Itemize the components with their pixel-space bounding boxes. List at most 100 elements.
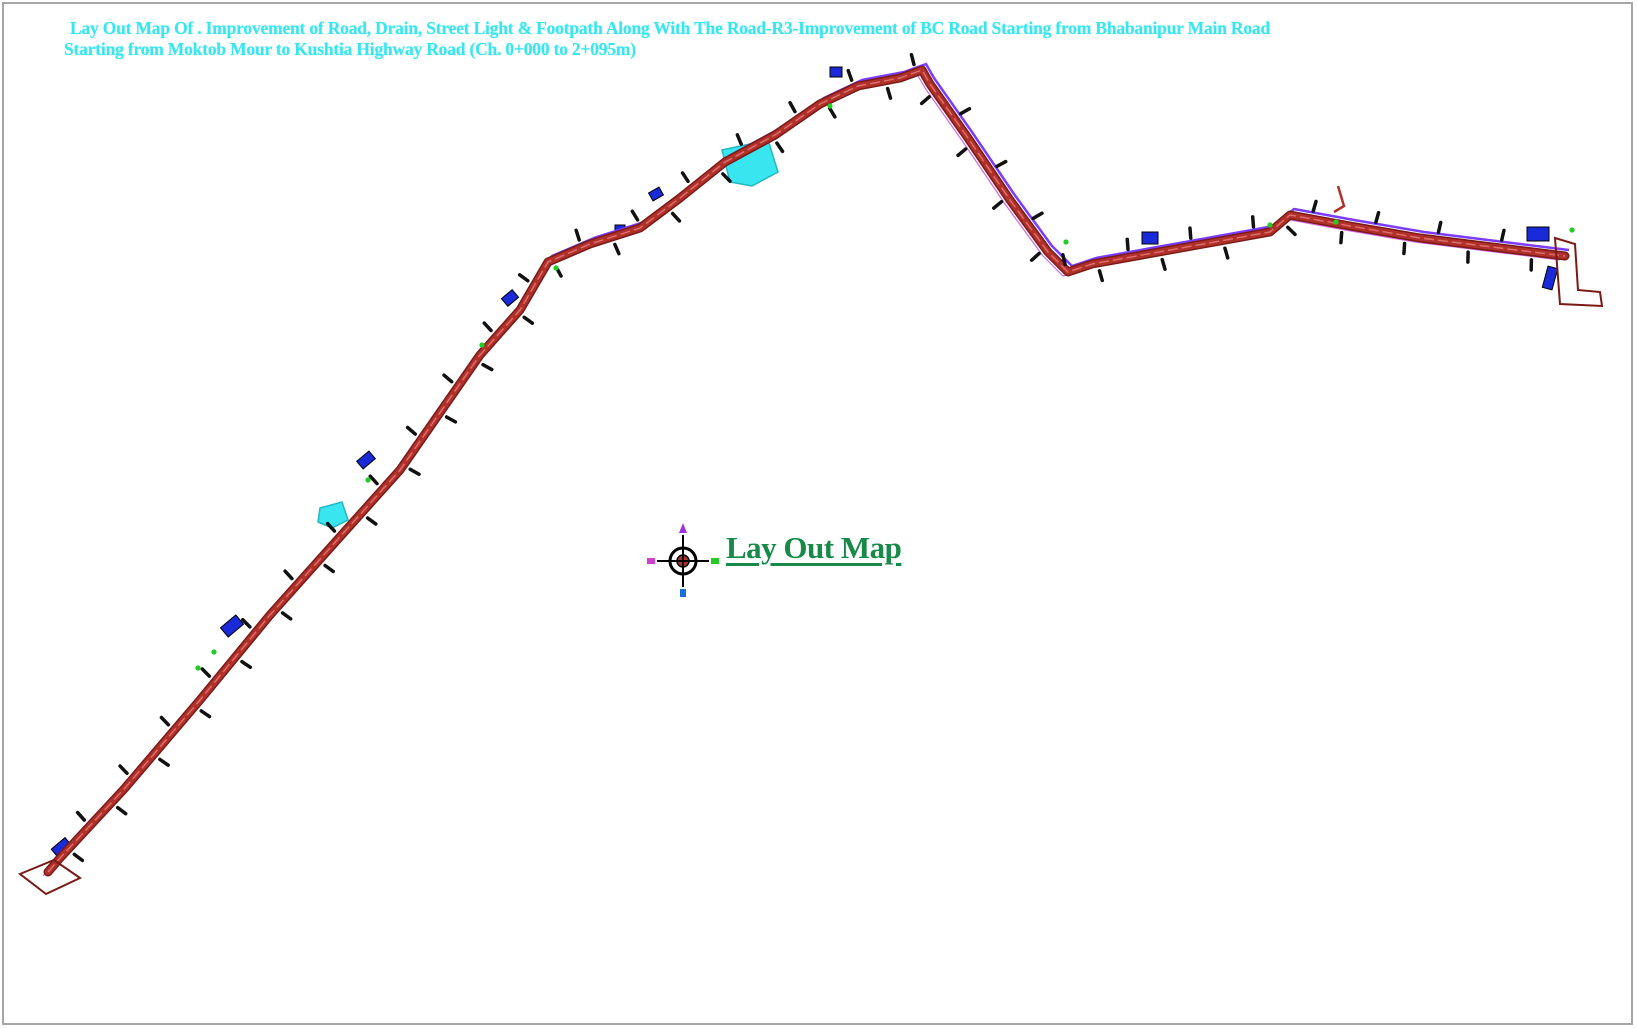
street-light-pole	[442, 373, 454, 384]
street-light-pole	[325, 521, 337, 533]
pond	[317, 501, 349, 529]
street-light-pole	[444, 415, 458, 424]
street-light-pole	[992, 199, 1004, 210]
map-label: Lay Out Map	[726, 530, 902, 565]
tree-marker	[1267, 222, 1273, 228]
street-light-pole	[368, 474, 379, 486]
map-title-line-1: Lay Out Map Of . Improvement of Road, Dr…	[70, 18, 1270, 38]
street-light-pole	[1286, 225, 1297, 237]
building	[219, 614, 245, 638]
street-light-pole	[115, 805, 128, 816]
street-light-pole	[199, 709, 212, 719]
street-light-pole	[1160, 257, 1167, 271]
compass-north-tip	[679, 523, 687, 533]
street-light-pole	[522, 315, 535, 325]
building	[1141, 231, 1159, 245]
street-light-pole	[680, 171, 690, 184]
street-light-pole	[365, 516, 378, 526]
street-light-pole	[75, 810, 87, 822]
road-centerline	[47, 69, 1566, 873]
street-light-pole	[1250, 215, 1256, 229]
street-light-pole	[405, 425, 418, 436]
street-light-pole	[241, 618, 252, 629]
tree-marker	[211, 649, 217, 655]
street-light-pole	[919, 95, 932, 106]
street-light-pole	[909, 52, 916, 67]
building	[1541, 265, 1559, 291]
building	[500, 288, 520, 308]
street-light-pole	[1125, 237, 1130, 252]
street-light-pole	[956, 147, 968, 158]
street-light-pole	[670, 211, 682, 223]
street-light-pole	[408, 467, 421, 476]
street-light-pole	[1339, 230, 1344, 245]
building	[647, 186, 665, 202]
compass-west-tip	[647, 558, 655, 564]
tree-layer	[195, 103, 1575, 671]
street-light-pole	[735, 133, 743, 146]
north-arrow-compass-icon	[647, 523, 719, 597]
street-light-pole	[1499, 228, 1506, 242]
building-layer	[50, 66, 1559, 860]
street-light-pole	[1311, 199, 1318, 213]
road-end-start	[18, 858, 82, 896]
street-light-pole	[240, 659, 253, 669]
tree-marker	[827, 103, 833, 109]
side-lane	[1333, 185, 1346, 214]
drain-line	[51, 62, 1570, 867]
map-title-line-2: Starting from Moktob Mour to Kushtia Hig…	[64, 39, 636, 59]
street-light-pole	[1031, 211, 1044, 221]
tree-marker	[1569, 227, 1575, 233]
street-light-pole	[280, 611, 293, 621]
street-light-pole	[775, 141, 785, 154]
street-light-pole	[200, 667, 212, 678]
road-body	[45, 67, 1568, 875]
compass-south-tip	[680, 589, 686, 597]
compass-east-tip	[711, 558, 719, 564]
map-title: Lay Out Map Of . Improvement of Road, Dr…	[64, 18, 1594, 60]
street-light-pole	[1097, 269, 1104, 283]
street-light-pole	[1402, 241, 1407, 256]
tree-marker	[1333, 219, 1339, 225]
street-light-pole	[158, 757, 170, 767]
tree-marker	[479, 342, 485, 348]
street-light-pole	[323, 563, 335, 574]
road-end-finish	[1553, 236, 1604, 308]
street-light-pole	[72, 852, 85, 863]
street-light-pole	[159, 715, 171, 727]
street-light-pole	[721, 172, 732, 183]
street-light-pole	[958, 107, 972, 116]
drain-layer	[42, 62, 1570, 877]
road-outer	[43, 65, 1570, 877]
footpath-line	[42, 73, 1561, 877]
street-light-pole	[846, 68, 854, 82]
street-light-layer	[72, 52, 1534, 863]
tree-marker	[553, 265, 559, 271]
building	[355, 450, 377, 470]
street-light-pole	[1223, 246, 1230, 260]
street-light-pole	[827, 106, 837, 119]
street-light-pole	[118, 764, 129, 776]
street-light-pole	[1061, 252, 1067, 267]
building	[829, 66, 843, 78]
street-light-pole	[482, 321, 493, 333]
street-light-pole	[1436, 220, 1443, 234]
street-light-pole	[283, 569, 294, 581]
tree-marker	[365, 477, 371, 483]
tree-marker	[1063, 239, 1069, 245]
street-light-pole	[1029, 251, 1041, 262]
street-light-pole	[613, 242, 621, 256]
street-light-pole	[788, 101, 797, 114]
street-light-pole	[517, 273, 530, 283]
building	[1526, 226, 1550, 242]
street-light-pole	[995, 159, 1008, 169]
pond-layer	[317, 139, 779, 529]
street-light-pole	[630, 209, 640, 222]
street-light-pole	[1188, 226, 1193, 240]
street-light-pole	[481, 362, 494, 372]
road-layer	[43, 65, 1570, 877]
street-light-pole	[574, 228, 581, 242]
road-end-junction-layer	[18, 185, 1604, 896]
